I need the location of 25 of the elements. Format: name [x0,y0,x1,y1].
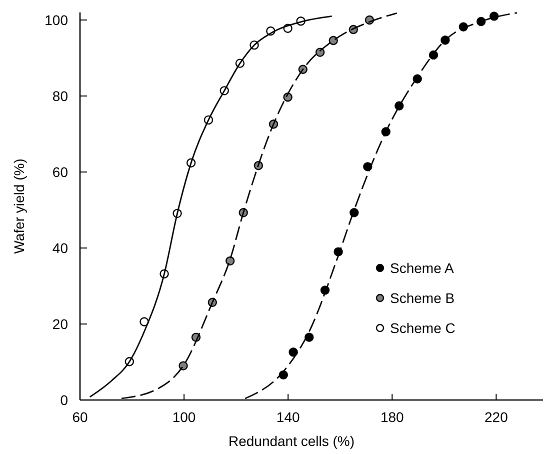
line-series [89,16,332,398]
point [428,50,438,60]
x-tick-label: 220 [484,409,508,425]
y-tick-label: 80 [52,88,68,104]
point [328,36,338,46]
point [394,101,404,110]
point [304,332,314,342]
y-tick-label: 60 [52,164,68,180]
legend-label: Scheme B [390,290,455,306]
x-tick-label: 60 [72,409,88,425]
y-axis-title: Wafer yield (%) [11,158,27,254]
x-tick-label: 180 [380,409,404,425]
legend-label: Scheme C [390,320,456,336]
legend-label: Scheme A [390,260,454,276]
y-tick-label: 40 [52,240,68,256]
point [178,361,188,370]
y-tick-label: 20 [52,316,68,332]
x-axis-title: Redundant cells (%) [228,433,355,449]
x-tick-label: 100 [172,409,196,425]
y-tick-label: 100 [44,12,68,28]
x-tick-label: 140 [276,409,300,425]
y-tick-label: 0 [60,392,68,408]
point [315,48,325,57]
point [490,12,499,21]
point [225,256,235,266]
